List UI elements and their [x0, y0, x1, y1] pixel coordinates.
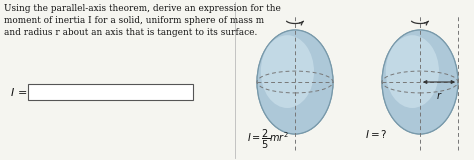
Text: Using the parallel-axis theorem, derive an expression for the: Using the parallel-axis theorem, derive …	[4, 4, 281, 13]
Ellipse shape	[261, 35, 314, 108]
Text: and radius r about an axis that is tangent to its surface.: and radius r about an axis that is tange…	[4, 28, 257, 37]
FancyBboxPatch shape	[28, 84, 193, 100]
Ellipse shape	[257, 30, 333, 134]
Text: $I = ?$: $I = ?$	[365, 128, 388, 140]
Text: $I = \dfrac{2}{5}mr^2$: $I = \dfrac{2}{5}mr^2$	[247, 128, 289, 151]
Ellipse shape	[257, 30, 333, 134]
Ellipse shape	[386, 35, 439, 108]
Ellipse shape	[382, 30, 458, 134]
Ellipse shape	[382, 30, 458, 134]
Text: $I\,=$: $I\,=$	[10, 86, 27, 98]
Text: $r$: $r$	[436, 90, 442, 101]
Text: moment of inertia I for a solid, uniform sphere of mass m: moment of inertia I for a solid, uniform…	[4, 16, 264, 25]
